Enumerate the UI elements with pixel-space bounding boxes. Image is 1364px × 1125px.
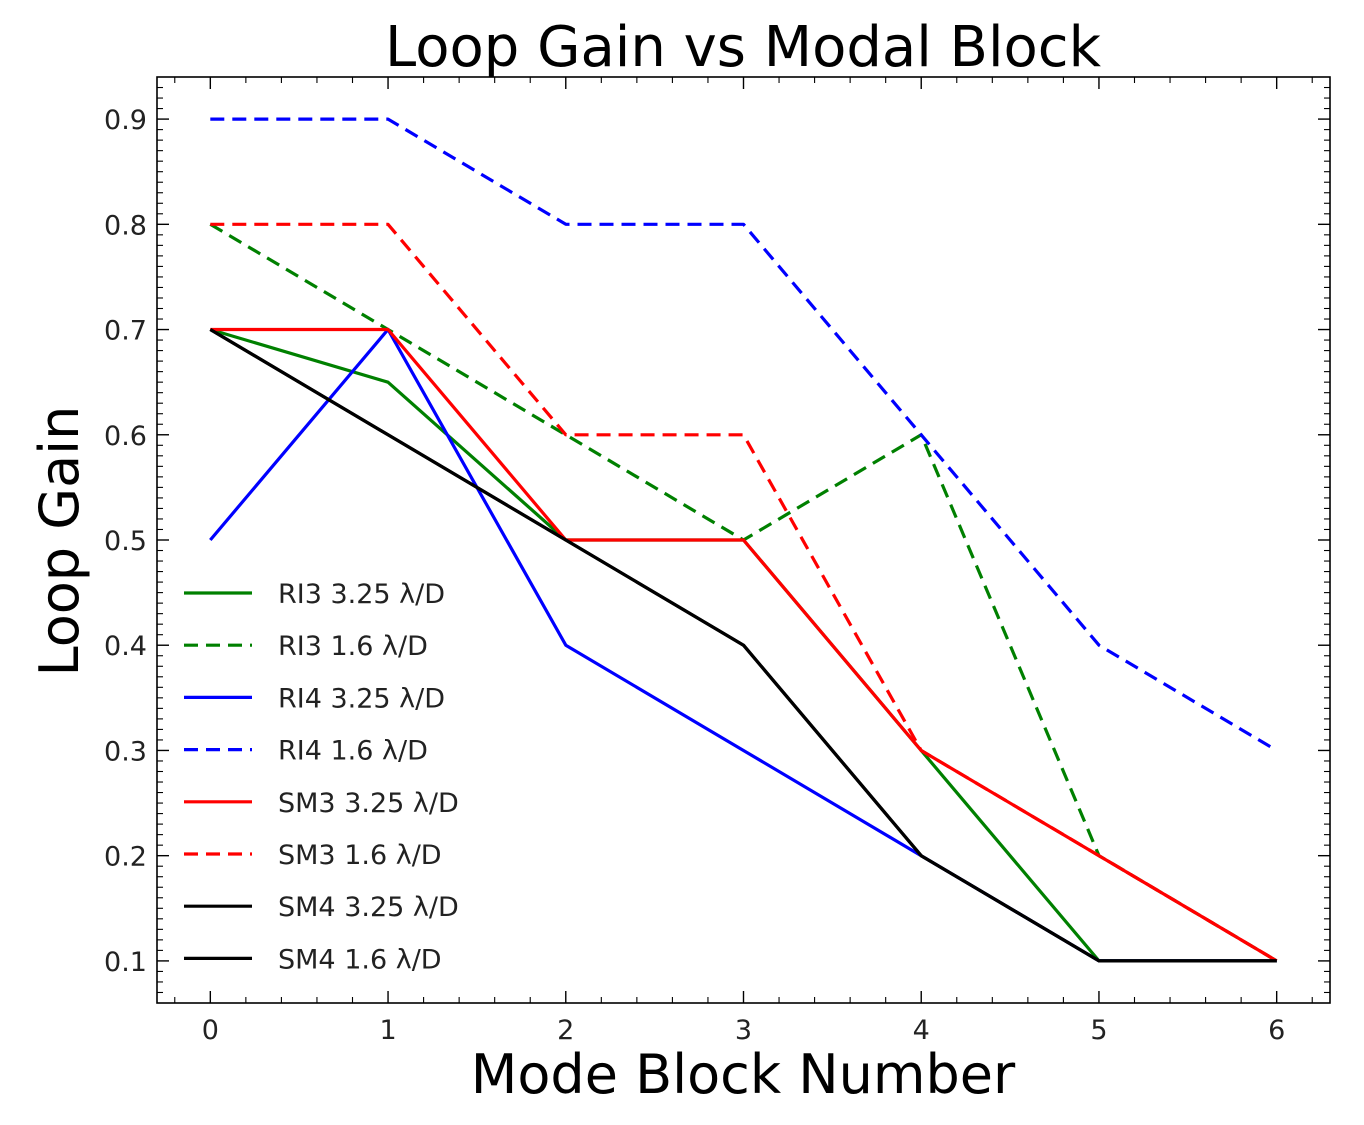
legend-label: RI3 3.25 λ/D [278,579,445,610]
x-tick-label: 4 [913,1015,930,1046]
series-line [209,328,1277,963]
y-tick-label: 0.1 [104,947,147,978]
x-tick-label: 0 [202,1015,219,1046]
legend-label: RI4 1.6 λ/D [278,736,428,767]
y-tick-label: 0.4 [104,631,147,662]
legend-label: SM3 1.6 λ/D [278,840,442,871]
x-axis-label: Mode Block Number [471,1043,1016,1106]
legend-label: SM4 3.25 λ/D [278,892,459,923]
y-tick-label: 0.8 [104,210,147,241]
legend-label: SM4 1.6 λ/D [278,944,442,975]
y-tick-label: 0.5 [104,526,147,557]
legend-label: RI4 3.25 λ/D [278,683,445,714]
chart-title: Loop Gain vs Modal Block [385,15,1102,80]
x-tick-label: 1 [379,1015,396,1046]
y-tick-label: 0.7 [104,316,147,347]
y-tick-label: 0.9 [104,105,147,136]
x-tick-label: 2 [557,1015,574,1046]
legend-label: SM3 3.25 λ/D [278,788,459,819]
plot-area: 0 1 2 3 4 5 6 0.1 0.2 0.3 0.4 0.5 0.6 0.7 0.8 0.9 RI3 3.… [104,76,1331,1046]
y-tick-label: 0.6 [104,421,147,452]
y-tick-label: 0.3 [104,736,147,767]
x-tick-label: 6 [1268,1015,1285,1046]
series-line [210,117,1278,752]
x-tick-label: 5 [1090,1015,1107,1046]
y-axis-label: Loop Gain [28,406,91,677]
series-line [210,222,1278,963]
legend-label: RI3 1.6 λ/D [278,631,428,662]
x-tick-label: 3 [735,1015,752,1046]
y-tick-label: 0.2 [104,842,147,873]
